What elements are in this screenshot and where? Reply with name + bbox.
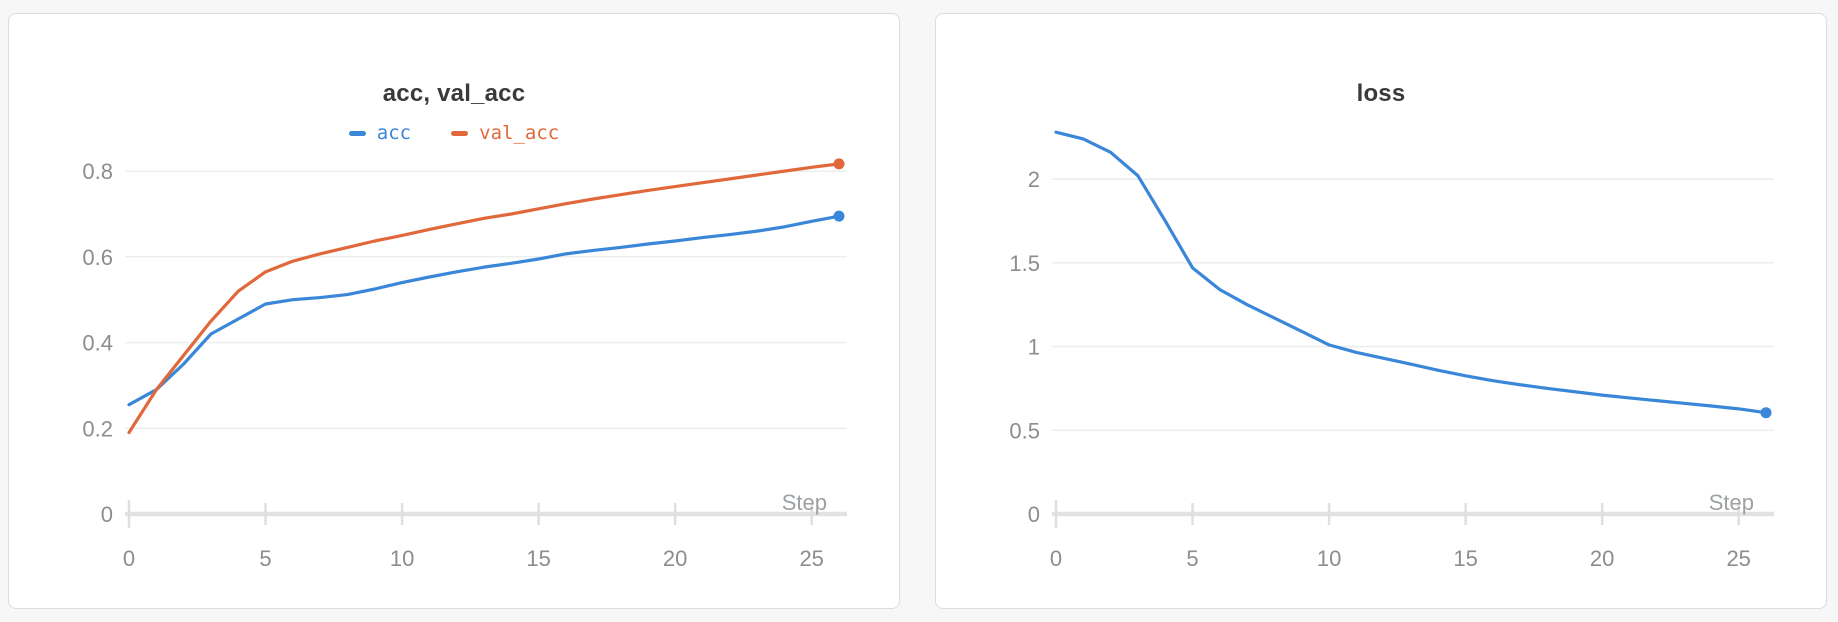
- svg-text:Step: Step: [1709, 490, 1754, 515]
- svg-text:10: 10: [390, 546, 414, 571]
- legend-label-val-acc: val_acc: [479, 122, 560, 144]
- legend-label-acc: acc: [376, 122, 412, 144]
- chart-legend: acc val_acc: [9, 124, 899, 143]
- svg-text:5: 5: [1186, 546, 1198, 571]
- svg-text:20: 20: [1590, 546, 1614, 571]
- legend-swatch-acc: [348, 131, 366, 136]
- svg-text:0.8: 0.8: [82, 159, 113, 184]
- svg-text:15: 15: [526, 546, 550, 571]
- svg-text:0: 0: [123, 546, 135, 571]
- svg-text:0: 0: [1028, 502, 1040, 527]
- svg-text:25: 25: [1726, 546, 1750, 571]
- svg-text:0.5: 0.5: [1009, 418, 1040, 443]
- svg-text:15: 15: [1453, 546, 1477, 571]
- legend-item-acc[interactable]: acc: [348, 122, 412, 144]
- svg-text:Step: Step: [782, 490, 827, 515]
- svg-text:10: 10: [1317, 546, 1341, 571]
- svg-text:2: 2: [1028, 167, 1040, 192]
- svg-text:0.4: 0.4: [82, 331, 113, 356]
- svg-text:1.5: 1.5: [1009, 251, 1040, 276]
- chart-panel-loss[interactable]: loss 0 0.5 1 1.5 2 0 5 10 15 20 25 Step: [935, 13, 1827, 609]
- acc-chart-plot-area[interactable]: 0 0.2 0.4 0.6 0.8 0 5 10 15 20 25 Step: [9, 14, 899, 608]
- svg-text:0: 0: [101, 502, 113, 527]
- svg-text:20: 20: [663, 546, 687, 571]
- chart-title: acc, val_acc: [382, 80, 526, 107]
- svg-text:0: 0: [1050, 546, 1062, 571]
- svg-text:0.2: 0.2: [82, 416, 113, 441]
- svg-text:5: 5: [259, 546, 271, 571]
- legend-item-val-acc[interactable]: val_acc: [451, 124, 559, 143]
- legend-swatch-val-acc: [451, 131, 469, 136]
- svg-text:0.6: 0.6: [82, 245, 113, 270]
- chart-title: loss: [1356, 80, 1406, 107]
- svg-text:1: 1: [1028, 335, 1040, 360]
- svg-text:25: 25: [799, 546, 823, 571]
- chart-panel-acc-val-acc[interactable]: acc, val_acc acc val_acc 0 0.2 0.4 0.6 0.8 0 5…: [8, 13, 900, 609]
